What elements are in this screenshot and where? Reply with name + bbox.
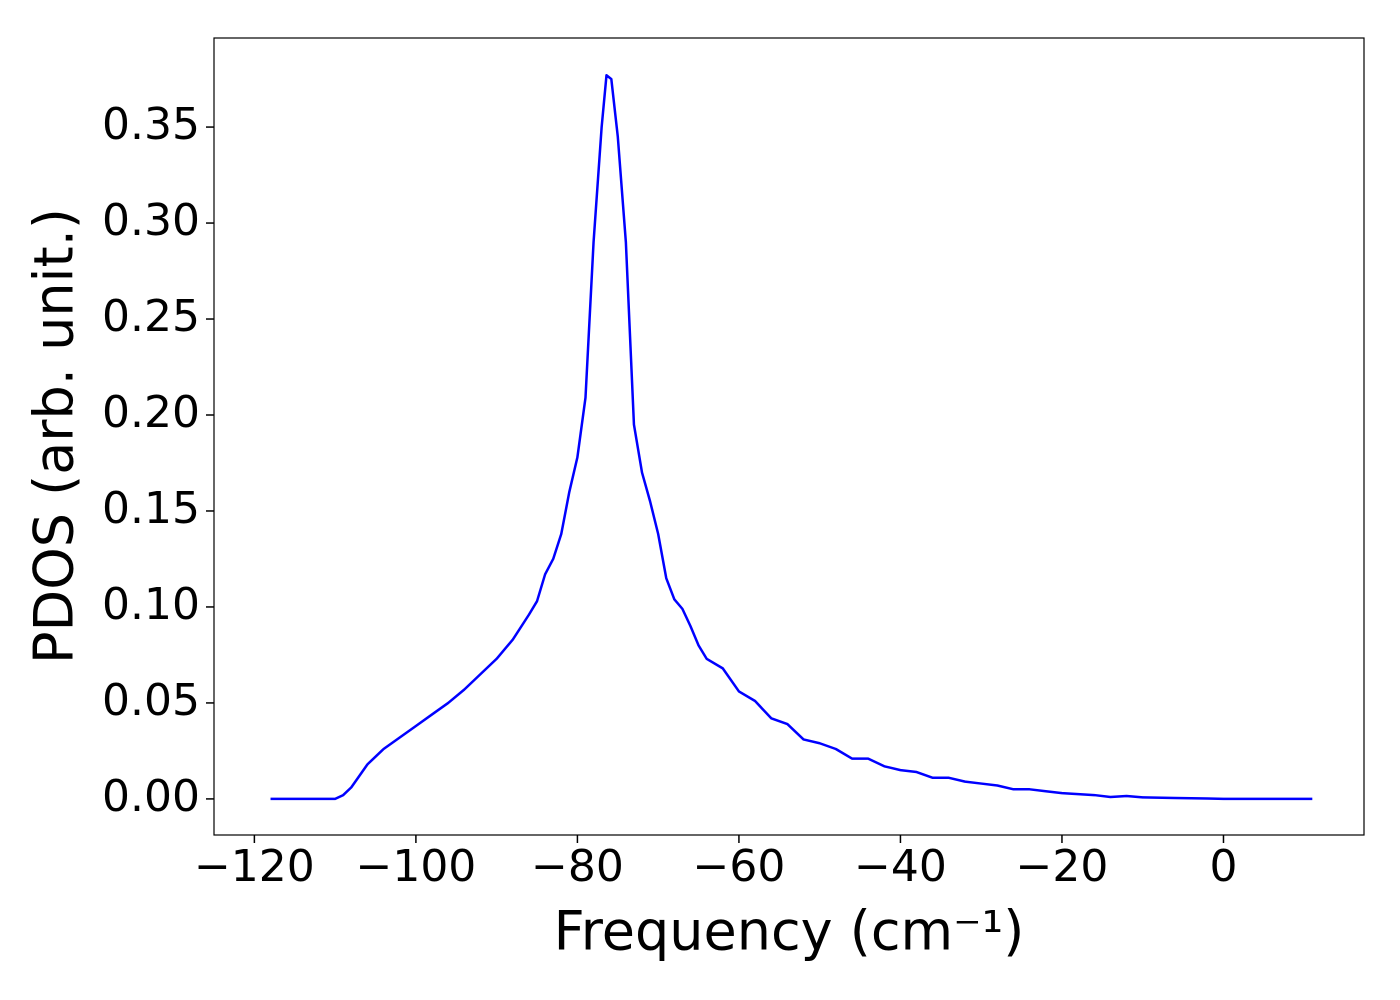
x-tick-label: −80: [531, 841, 624, 892]
x-tick-label: −100: [355, 841, 476, 892]
y-tick-label: 0.15: [102, 483, 200, 534]
y-axis-label: PDOS (arb. unit.): [23, 208, 86, 664]
plot-frame: [213, 37, 1365, 836]
x-axis-label: Frequency (cm⁻¹): [554, 900, 1025, 963]
y-tick-label: 0.25: [102, 291, 200, 342]
y-tick-label: 0.30: [102, 195, 200, 246]
y-tick-label: 0.35: [102, 99, 200, 150]
line: [270, 73, 1313, 801]
x-tick-label: −120: [194, 841, 315, 892]
x-tick-label: −40: [854, 841, 947, 892]
y-tick-label: 0.00: [102, 771, 200, 822]
y-tick-label: 0.10: [102, 579, 200, 630]
y-tick-label: 0.05: [102, 675, 200, 726]
x-tick-label: −20: [1016, 841, 1109, 892]
x-tick-label: −60: [693, 841, 786, 892]
x-tick-label: 0: [1209, 841, 1237, 892]
y-tick-label: 0.20: [102, 387, 200, 438]
